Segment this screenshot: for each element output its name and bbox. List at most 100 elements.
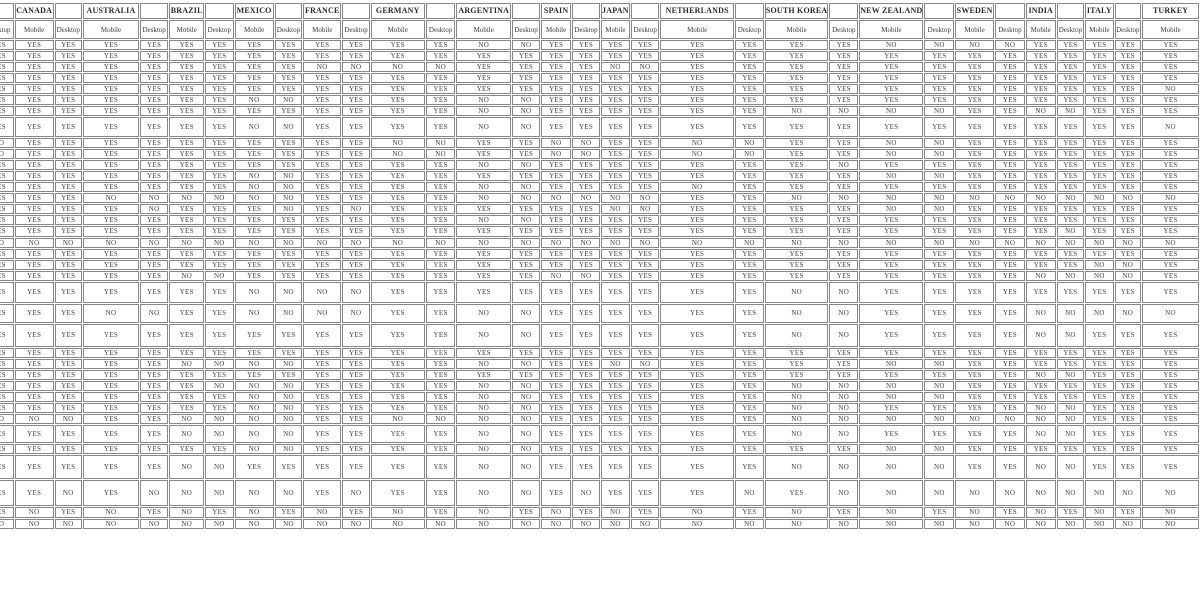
value-cell: YES [14,215,54,225]
value-cell: NO [859,414,924,424]
value-cell: YES [234,324,274,347]
value-cell: YES [425,193,456,203]
value-cell: YES [303,370,342,380]
value-cell: YES [370,359,425,369]
value-cell: YES [169,370,205,380]
value-cell: YES [0,193,14,203]
value-cell: YES [14,304,54,323]
value-cell: YES [14,84,54,94]
value-cell: YES [859,425,924,443]
value-cell: NO [1056,324,1085,347]
value-cell: NO [0,519,14,529]
value-cell: YES [540,95,572,105]
value-cell: YES [83,215,139,225]
value-cell: NO [274,193,303,203]
value-cell: NO [859,193,924,203]
value-cell: YES [1114,84,1142,94]
value-cell: YES [1025,95,1056,105]
value-cell: YES [859,324,924,347]
value-cell: YES [660,84,735,94]
value-cell: YES [630,215,660,225]
value-cell: YES [1114,62,1142,72]
value-cell: YES [169,304,205,323]
value-cell: NO [829,403,859,413]
value-cell: YES [0,392,14,402]
value-cell: YES [1056,359,1085,369]
value-cell: YES [572,182,600,192]
value-cell: YES [764,215,829,225]
value-cell: YES [0,160,14,170]
value-cell: YES [169,160,205,170]
table-row: YESYESYESYESYESYESYESYESYESYESYESYESYESY… [0,348,1199,358]
value-cell: NO [1025,519,1056,529]
value-cell: YES [169,324,205,347]
value-cell: YES [54,392,82,402]
value-cell: YES [572,171,600,181]
value-cell: YES [0,171,14,181]
value-cell: YES [303,359,342,369]
value-cell: YES [342,40,370,50]
value-cell: NO [764,392,829,402]
desktop-subheader-cell: Desktop [205,20,234,39]
value-cell: YES [83,149,139,159]
value-cell: YES [512,204,540,214]
availability-table: CANADA AUSTRALIA BRAZIL MEXICO FRANCE GERMANY… [0,2,1200,530]
value-cell: YES [83,348,139,358]
desktop-subheader-cell: Desktop [274,20,303,39]
value-cell: YES [735,117,764,137]
value-cell: NO [512,117,540,137]
value-cell: YES [1085,84,1114,94]
value-cell: NO [1056,370,1085,380]
value-cell: YES [995,359,1025,369]
value-cell: NO [370,519,425,529]
value-cell: YES [456,260,512,270]
value-cell: NO [630,519,660,529]
country-header-cell: BRAZIL [169,3,205,19]
value-cell: YES [370,95,425,105]
value-cell: NO [456,238,512,248]
value-cell: NO [764,414,829,424]
value-cell: YES [425,271,456,281]
table-row: YESYESYESYESYESYESYESYESYESYESYESYESYESY… [0,84,1199,94]
table-row: YESYESYESYESYESYESYESYESYESYESYESYESYESN… [0,106,1199,116]
value-cell: YES [425,249,456,259]
country-header-row: CANADA AUSTRALIA BRAZIL MEXICO FRANCE GERMANY… [0,3,1199,19]
value-cell: YES [1025,73,1056,83]
value-cell: NO [14,507,54,518]
value-cell: NO [83,304,139,323]
value-cell: NO [512,414,540,424]
value-cell: NO [1114,260,1142,270]
value-cell: YES [955,444,995,454]
value-cell: YES [859,182,924,192]
value-cell: NO [829,519,859,529]
table-row: NO NO NO NO NO NO NO NO NO NO NO NO NO NO NO NO NO NO NO NO… [0,238,1199,248]
value-cell: YES [14,160,54,170]
value-cell: YES [14,455,54,479]
value-cell: YES [660,160,735,170]
value-cell: NO [456,215,512,225]
value-cell: YES [735,425,764,443]
value-cell: NO [274,282,303,303]
value-cell: YES [600,370,630,380]
value-cell: YES [1142,381,1199,391]
value-cell: NO [924,455,955,479]
value-cell: YES [995,182,1025,192]
value-cell: YES [139,282,169,303]
value-cell: YES [342,117,370,137]
value-cell: NO [859,138,924,148]
value-cell: YES [630,455,660,479]
value-cell: YES [303,40,342,50]
value-cell: YES [274,249,303,259]
value-cell: YES [600,260,630,270]
value-cell: YES [205,73,234,83]
value-cell: YES [0,425,14,443]
value-cell: YES [303,171,342,181]
value-cell: YES [859,160,924,170]
value-cell: NO [83,519,139,529]
value-cell: YES [14,62,54,72]
value-cell: YES [425,455,456,479]
value-cell: YES [14,381,54,391]
value-cell: NO [859,238,924,248]
value-cell: YES [630,392,660,402]
